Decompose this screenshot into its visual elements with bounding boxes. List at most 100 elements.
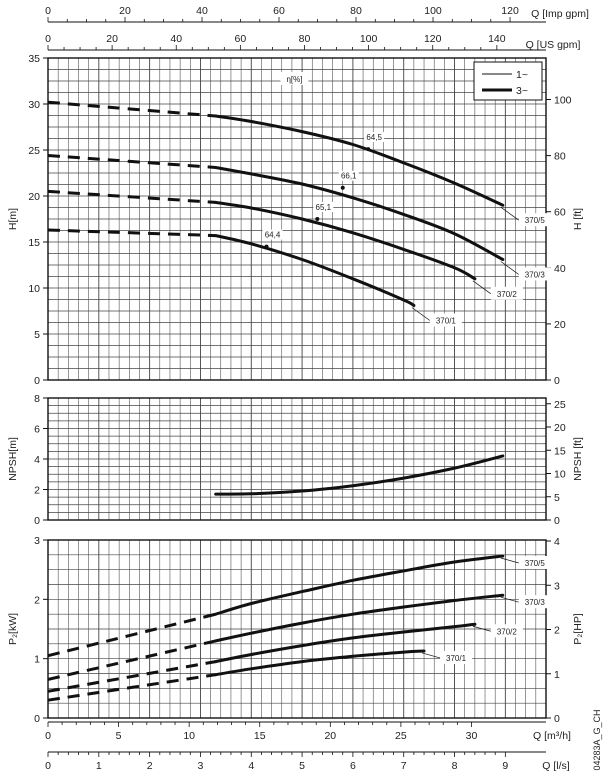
axis-tick-label: 3 [198,760,204,772]
curve-dashed-370-1 [47,673,216,702]
efficiency-label: 64,5 [366,133,382,142]
axis-tick-label: 0 [45,33,51,45]
eta-label-bg [280,72,309,85]
efficiency-label-bg [338,170,359,181]
y-tick-label: 3 [34,535,40,547]
series-label-bg [518,556,551,570]
series-label-bg [518,267,551,281]
legend-label-3ph: 3~ [516,85,528,97]
series-label-bg [518,595,551,609]
series-leader [472,625,491,632]
axis-tick-label: 140 [488,33,506,45]
series-label-bg [490,286,523,300]
axis-tick-label: 80 [299,33,311,45]
y2-tick-label: 40 [554,263,566,275]
axis-m3h [47,721,546,727]
axis-tick-label: 7 [401,760,407,772]
axis-tick-label: 15 [254,730,266,742]
y-tick-label: 10 [28,283,40,295]
legend-label-1ph: 1~ [516,69,528,81]
series-leader [500,206,520,221]
curve-dashed-370-3 [47,154,216,169]
efficiency-label-bg [364,132,385,143]
y2-tick-label: 0 [554,515,560,527]
panel-npsh [43,397,551,521]
curve-370-5 [214,114,505,207]
y2-tick-label: 2 [554,625,560,637]
y2-tick-label: 20 [554,422,566,434]
axis-tick-label: 100 [360,33,378,45]
series-label-370-5: 370/5 [525,216,546,225]
y-tick-label: 6 [34,424,40,436]
axis-tick-label: 80 [350,5,362,17]
y-axis-label: P₂[kW] [7,613,19,645]
y2-axis-label: H [ft] [572,208,584,230]
axis-tick-label: 6 [350,760,356,772]
y2-tick-label: 1 [554,669,560,681]
y-tick-label: 5 [34,329,40,341]
axis-us-gpm-label: Q [US gpm] [526,39,581,51]
axis-ls [47,751,546,757]
y-tick-label: 2 [34,485,40,497]
series-leader [500,557,519,564]
curve-dashed-370-2 [47,660,216,693]
y-tick-label: 25 [28,145,40,157]
y2-tick-label: 5 [554,492,560,504]
y2-tick-label: 0 [554,375,560,387]
series-label-370-3: 370/3 [525,598,546,607]
curve-dashed-370-2 [47,189,216,204]
y-tick-label: 2 [34,594,40,606]
curve-dashed-370-1 [47,228,216,238]
panel-frame [47,539,547,719]
axis-tick-label: 25 [395,730,407,742]
y-tick-label: 0 [34,713,40,725]
series-label-bg [429,313,462,327]
eta-label: η[%] [286,75,302,84]
axis-tick-label: 5 [116,730,122,742]
y2-tick-label: 100 [554,95,572,107]
y-tick-label: 8 [34,393,40,405]
y2-tick-label: 10 [554,469,566,481]
axis-tick-label: 20 [324,730,336,742]
series-label-370-5: 370/5 [525,559,546,568]
curve-dashed-370-3 [47,639,217,681]
series-leader [472,280,492,295]
curve-370-5 [214,554,505,616]
axis-tick-label: 20 [106,33,118,45]
series-label-bg [440,650,473,664]
axis-tick-label: 10 [183,730,195,742]
efficiency-label-bg [262,229,283,240]
y2-axis-label: P₂[HP] [572,613,584,645]
panel-head [43,57,551,381]
axis-tick-label: 60 [273,5,285,17]
efficiency-label: 66,1 [341,172,357,181]
axis-tick-label: 40 [196,5,208,17]
efficiency-label-bg [313,202,334,212]
curve-370-1 [214,234,416,307]
y-tick-label: 0 [34,515,40,527]
axis-tick-label: 0 [45,760,51,772]
axis-ls-label: Q [l/s] [542,760,570,772]
axis-tick-label: 60 [235,33,247,45]
panel-power [43,539,551,719]
axis-tick-label: 9 [502,760,508,772]
curve-370-1 [214,649,426,677]
series-label-370-3: 370/3 [525,270,546,279]
curve-370-2 [214,200,477,281]
curve-dashed-370-5 [47,100,216,118]
axis-tick-label: 4 [248,760,254,772]
axis-tick-label: 0 [45,730,51,742]
efficiency-label: 65,1 [316,203,332,212]
curve-370-3 [214,166,505,261]
series-label-bg [518,213,551,227]
y-axis-label: H[m] [7,208,19,230]
series-leader [500,596,519,603]
y-tick-label: 35 [28,53,40,65]
series-leader [500,261,520,275]
axis-tick-label: 100 [424,5,442,17]
y2-tick-label: 0 [554,713,560,725]
efficiency-point [366,147,371,152]
efficiency-point [264,244,269,249]
curve-370-3 [214,593,505,643]
